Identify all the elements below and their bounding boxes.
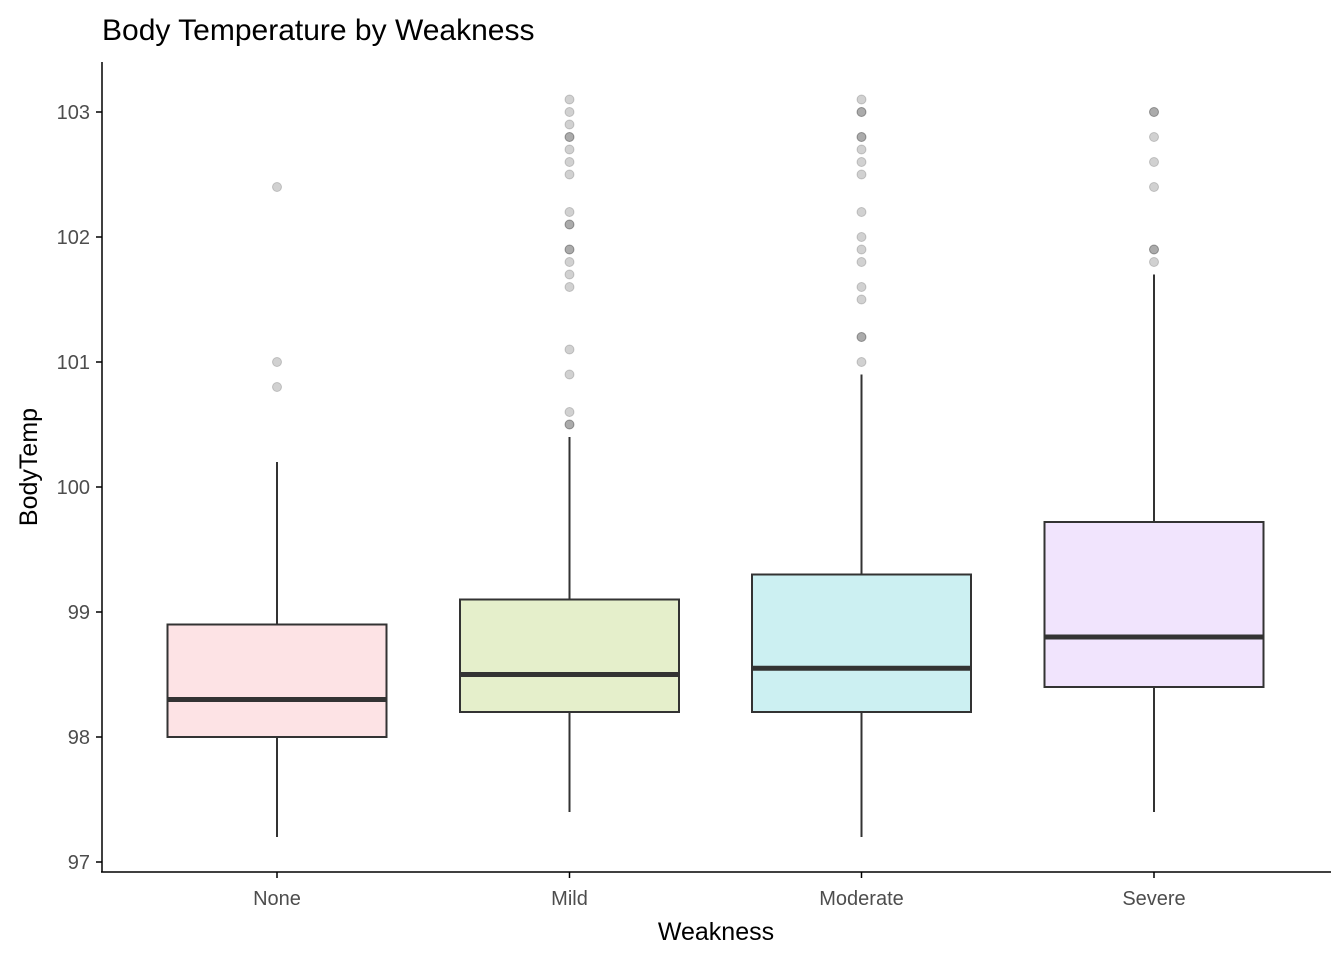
outlier-point [1149, 244, 1159, 255]
outlier-point [564, 169, 575, 180]
outlier-point [272, 182, 282, 192]
outlier-point [564, 269, 575, 280]
outlier-point [1149, 244, 1159, 255]
box-group-moderate [751, 94, 972, 837]
outlier-point [564, 257, 575, 267]
outlier-point [564, 419, 575, 430]
y-tick-label: 100 [57, 477, 90, 499]
outlier-point [564, 219, 575, 230]
outlier-point [1149, 132, 1159, 142]
outlier-point [564, 157, 575, 167]
outlier-point [564, 94, 575, 105]
outlier-point [564, 132, 575, 142]
outlier-point [564, 369, 575, 380]
outlier-point [856, 207, 867, 217]
y-tick-label: 101 [57, 352, 90, 374]
y-axis-title: BodyTemp [15, 408, 43, 526]
x-axis-ticks: None Mild Moderate Severe [253, 872, 1186, 910]
y-tick-label: 102 [57, 227, 90, 249]
outlier-point [1149, 107, 1159, 117]
y-tick-label: 97 [68, 852, 90, 874]
box-group-severe [1043, 107, 1265, 812]
outlier-point [856, 357, 867, 367]
outlier-point [856, 94, 867, 105]
outlier-point [564, 407, 575, 417]
chart-title: Body Temperature by Weakness [102, 14, 534, 47]
y-tick-label: 98 [68, 727, 90, 749]
outlier-point [856, 132, 867, 142]
outlier-point [564, 207, 575, 217]
outlier-point [856, 332, 867, 342]
outlier-point [1149, 157, 1159, 167]
outlier-point [1149, 182, 1159, 192]
outlier-point [856, 257, 867, 267]
box-iqr [751, 573, 972, 713]
outlier-point [856, 244, 867, 255]
outlier-point [856, 332, 867, 342]
box-iqr [459, 598, 680, 713]
outlier-point [856, 132, 867, 142]
outlier-point [1149, 107, 1159, 117]
outlier-point [564, 107, 575, 117]
outlier-point [564, 132, 575, 142]
outlier-point [856, 144, 867, 155]
outlier-point [856, 107, 867, 117]
box-group-mild [459, 94, 680, 812]
x-tick-label: Moderate [819, 888, 904, 910]
plot-area [166, 94, 1265, 837]
y-tick-label: 103 [57, 102, 90, 124]
outlier-point [564, 244, 575, 255]
outlier-point [564, 344, 575, 355]
x-tick-label: Mild [551, 888, 588, 910]
x-tick-label: Severe [1122, 888, 1185, 910]
box-group-none [166, 182, 388, 837]
y-axis-ticks: 97 98 99 100 101 102 103 [57, 102, 102, 874]
box-iqr [1043, 521, 1265, 688]
outlier-point [856, 294, 867, 305]
outlier-point [1149, 257, 1159, 267]
y-tick-label: 99 [68, 602, 90, 624]
outlier-point [564, 282, 575, 292]
outlier-point [856, 169, 867, 180]
outlier-point [856, 232, 867, 242]
outlier-point [856, 107, 867, 117]
outlier-point [564, 419, 575, 430]
outlier-point [272, 357, 282, 367]
outlier-point [564, 119, 575, 130]
outlier-point [564, 144, 575, 155]
outlier-point [564, 219, 575, 230]
box-iqr [166, 623, 388, 738]
outlier-point [564, 244, 575, 255]
outlier-point [272, 382, 282, 392]
outlier-point [856, 282, 867, 292]
x-tick-label: None [253, 888, 301, 910]
x-axis-title: Weakness [658, 918, 774, 946]
outlier-point [856, 157, 867, 167]
